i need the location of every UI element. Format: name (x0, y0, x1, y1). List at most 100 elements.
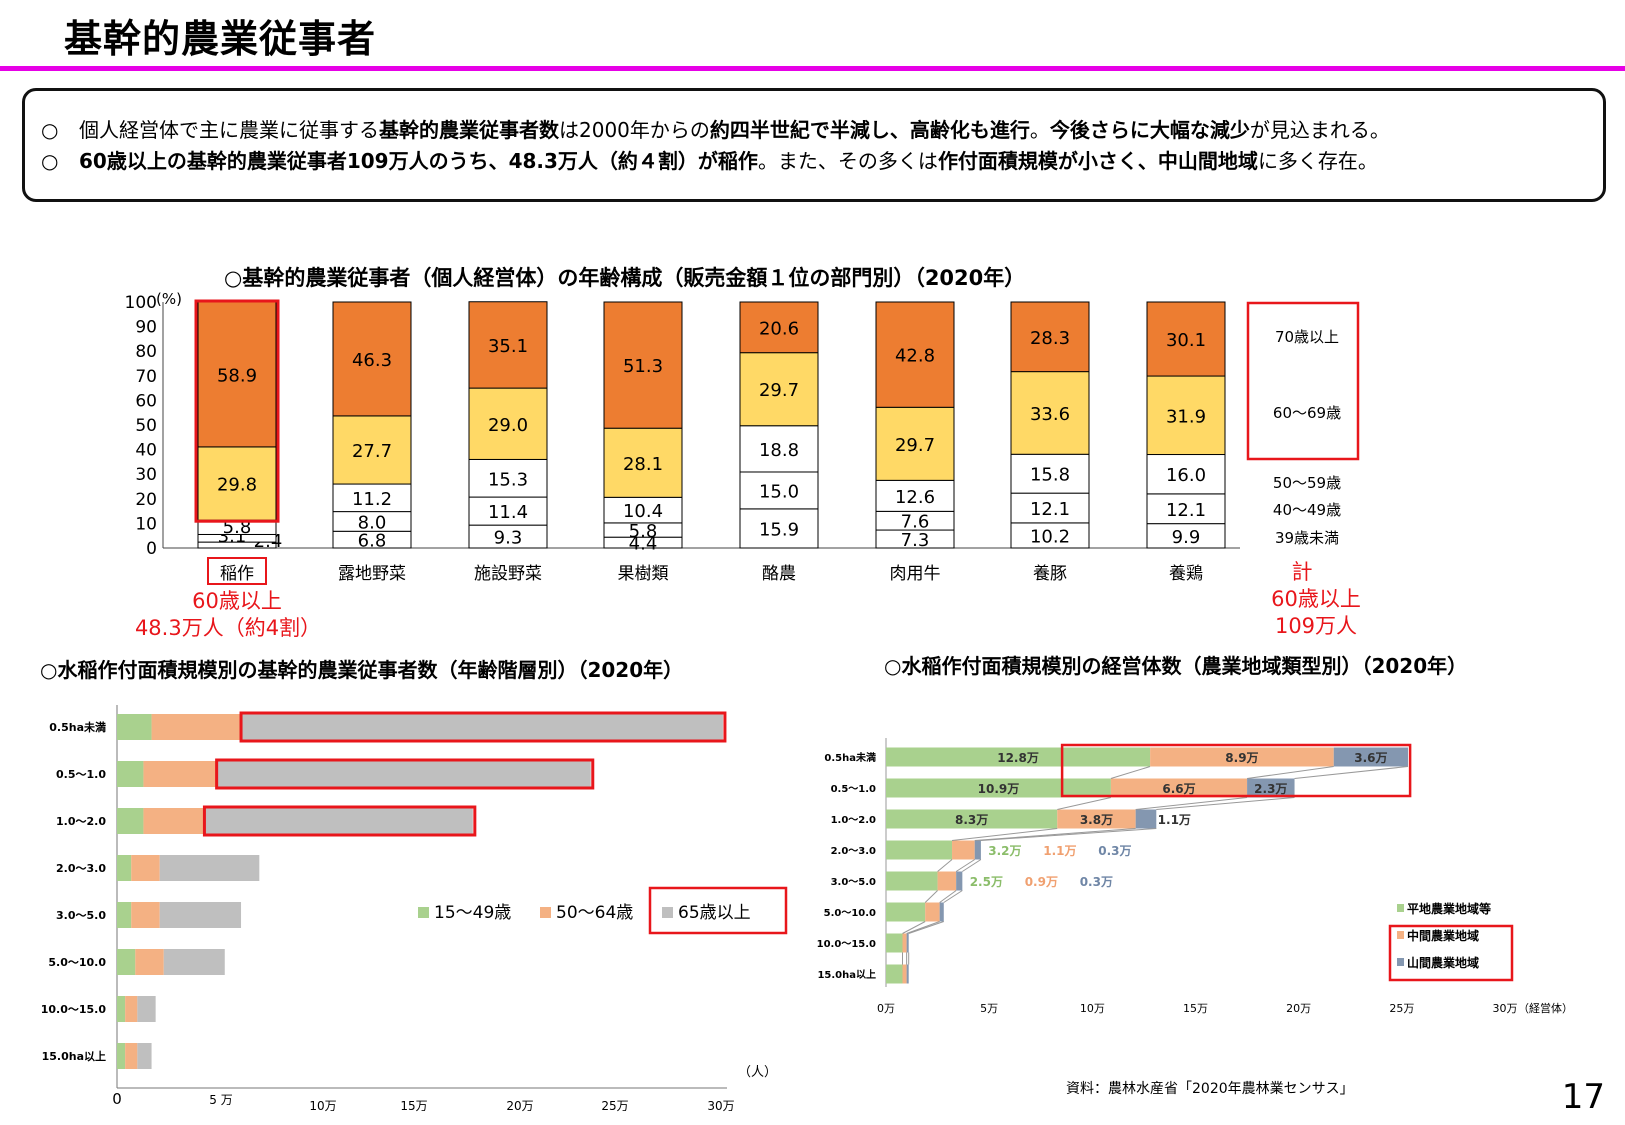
bar-value-label: 42.8 (895, 346, 935, 367)
summary-emphasis: 今後さらに大幅な減少 (1049, 118, 1250, 142)
bar-segment (241, 714, 723, 740)
bar-value-label: 11.4 (488, 502, 528, 523)
bar-value-label: 0.9万 (1025, 875, 1058, 889)
bar-segment (956, 871, 963, 891)
page-number: 17 (1561, 1077, 1605, 1117)
rice-label-box (207, 557, 267, 585)
bar-value-label: 4.4 (629, 534, 658, 555)
bar-value-label: 12.1 (1166, 500, 1206, 521)
summary-text: は2000年からの (559, 118, 710, 142)
bar-value-label: 28.1 (623, 454, 663, 475)
bar-value-label: 46.3 (352, 350, 392, 371)
bar-segment (117, 808, 144, 834)
bar-segment (1010, 492, 1090, 524)
y-tick-label: 90 (135, 318, 157, 338)
category-label: 5.0～10.0 (48, 956, 106, 969)
bar-value-label: 3.8万 (1080, 813, 1113, 827)
highlight-box (239, 711, 727, 743)
connector-line (1156, 797, 1295, 810)
x-tick-label: 25万 (1389, 1002, 1414, 1015)
bar-segment (131, 855, 160, 881)
legend-swatch (1397, 904, 1404, 912)
farmers-by-scale-chart: 0.5ha未満 0.5～1.0 1.0～2.0 2.0～3.0 3.0～5.0 5.0～1… (41, 705, 788, 1113)
legend-swatch (662, 907, 673, 918)
bar-segment (886, 933, 903, 953)
summary-box: ○ 個人経営体で主に農業に従事する基幹的農業従事者数は2000年からの約四半世紀で… (22, 88, 1606, 202)
legend-label: 65歳以上 (678, 903, 751, 923)
category-label: 10.0～15.0 (41, 1003, 107, 1016)
legend-swatch (1397, 958, 1404, 966)
bar-segment (117, 996, 126, 1022)
y-tick-label: 0 (146, 539, 157, 559)
bar-segment (117, 949, 136, 975)
x-tick-label: 25万 (601, 1099, 628, 1113)
bar-segment (332, 301, 412, 417)
bar-segment (1057, 809, 1136, 829)
bar-segment (197, 301, 277, 448)
bar-value-label: 1.1万 (1158, 813, 1191, 827)
entities-chart-title: ○水稲作付面積規模別の経営体数（農業地域類型別）（2020年） (884, 654, 1468, 678)
bar-value-label: 30.1 (1166, 330, 1206, 351)
summary-text: に多く存在。 (1257, 149, 1378, 173)
category-label: 1.0～2.0 (831, 815, 876, 826)
legend-highlight-box (1388, 924, 1514, 982)
bar-value-label: 6.6万 (1162, 782, 1195, 796)
category-label: 5.0～10.0 (824, 908, 876, 919)
connector-line (974, 828, 1136, 841)
bar-value-label: 7.3 (901, 530, 930, 551)
connector-line (908, 921, 944, 934)
bar-segment (137, 1043, 152, 1069)
connector-line (924, 890, 938, 903)
category-label: 2.0～3.0 (56, 862, 106, 875)
total-annotation: 60歳以上 (1271, 587, 1361, 611)
x-tick-label: 15万 (400, 1099, 427, 1113)
category-label: 3.0～5.0 (56, 909, 106, 922)
connector-line (951, 828, 1058, 841)
legend-highlight-box (648, 886, 788, 935)
bar-value-label: 10.9万 (978, 782, 1020, 796)
bar-segment (875, 406, 955, 481)
bar-value-label: 10.2 (1030, 526, 1070, 547)
summary-line-1: ○ 個人経営体で主に農業に従事する基幹的農業従事者数は2000年からの約四半世紀で… (41, 115, 1603, 146)
bar-segment (163, 949, 225, 975)
bullet-icon: ○ (41, 149, 59, 173)
bar-segment (1146, 523, 1226, 549)
bar-segment (117, 855, 132, 881)
bar-value-label: 0.3万 (1080, 875, 1113, 889)
category-label: 養豚 (1033, 564, 1067, 584)
bullet-icon: ○ (41, 118, 59, 142)
y-tick-label: 80 (135, 342, 157, 362)
x-tick-label: 15万 (1183, 1002, 1208, 1015)
summary-text: 個人経営体で主に農業に従事する (79, 118, 379, 142)
bar-value-label: 1.1万 (1043, 844, 1076, 858)
bar-segment (886, 809, 1058, 829)
farmers-chart-title: ○水稲作付面積規模別の基幹的農業従事者数（年齢階層別）（2020年） (40, 658, 684, 682)
bar-segment (603, 427, 683, 498)
category-label: 1.0～2.0 (56, 815, 106, 828)
bar-segment (468, 301, 548, 389)
summary-emphasis: 作付面積規模が小さく、中山間地域 (937, 149, 1258, 173)
legend-swatch (418, 907, 429, 918)
bar-segment (125, 1043, 138, 1069)
bar-value-label: 33.6 (1030, 404, 1070, 425)
bar-segment (1146, 454, 1226, 495)
bar-segment (131, 902, 160, 928)
x-axis-unit: （人） (738, 1065, 777, 1080)
x-tick-label: 10万 (1080, 1002, 1105, 1015)
age-composition-chart: 0102030405060708090100(%)2.43.15.829.858… (125, 290, 1361, 640)
y-tick-label: 10 (135, 514, 157, 534)
bar-value-label: 7.6 (901, 512, 930, 533)
category-label: 15.0ha以上 (42, 1049, 106, 1063)
category-label: 酪農 (762, 564, 796, 584)
connector-line (902, 921, 926, 934)
rice-highlight-box (194, 299, 280, 523)
bar-segment (125, 996, 138, 1022)
highlight-box (202, 805, 477, 837)
bar-value-label: 15.8 (1030, 465, 1070, 486)
bar-segment (886, 871, 938, 891)
bar-segment (117, 714, 152, 740)
bar-segment (739, 425, 819, 473)
legend-label: 70歳以上 (1275, 328, 1339, 346)
bar-segment (939, 902, 944, 922)
bar-segment (468, 387, 548, 460)
